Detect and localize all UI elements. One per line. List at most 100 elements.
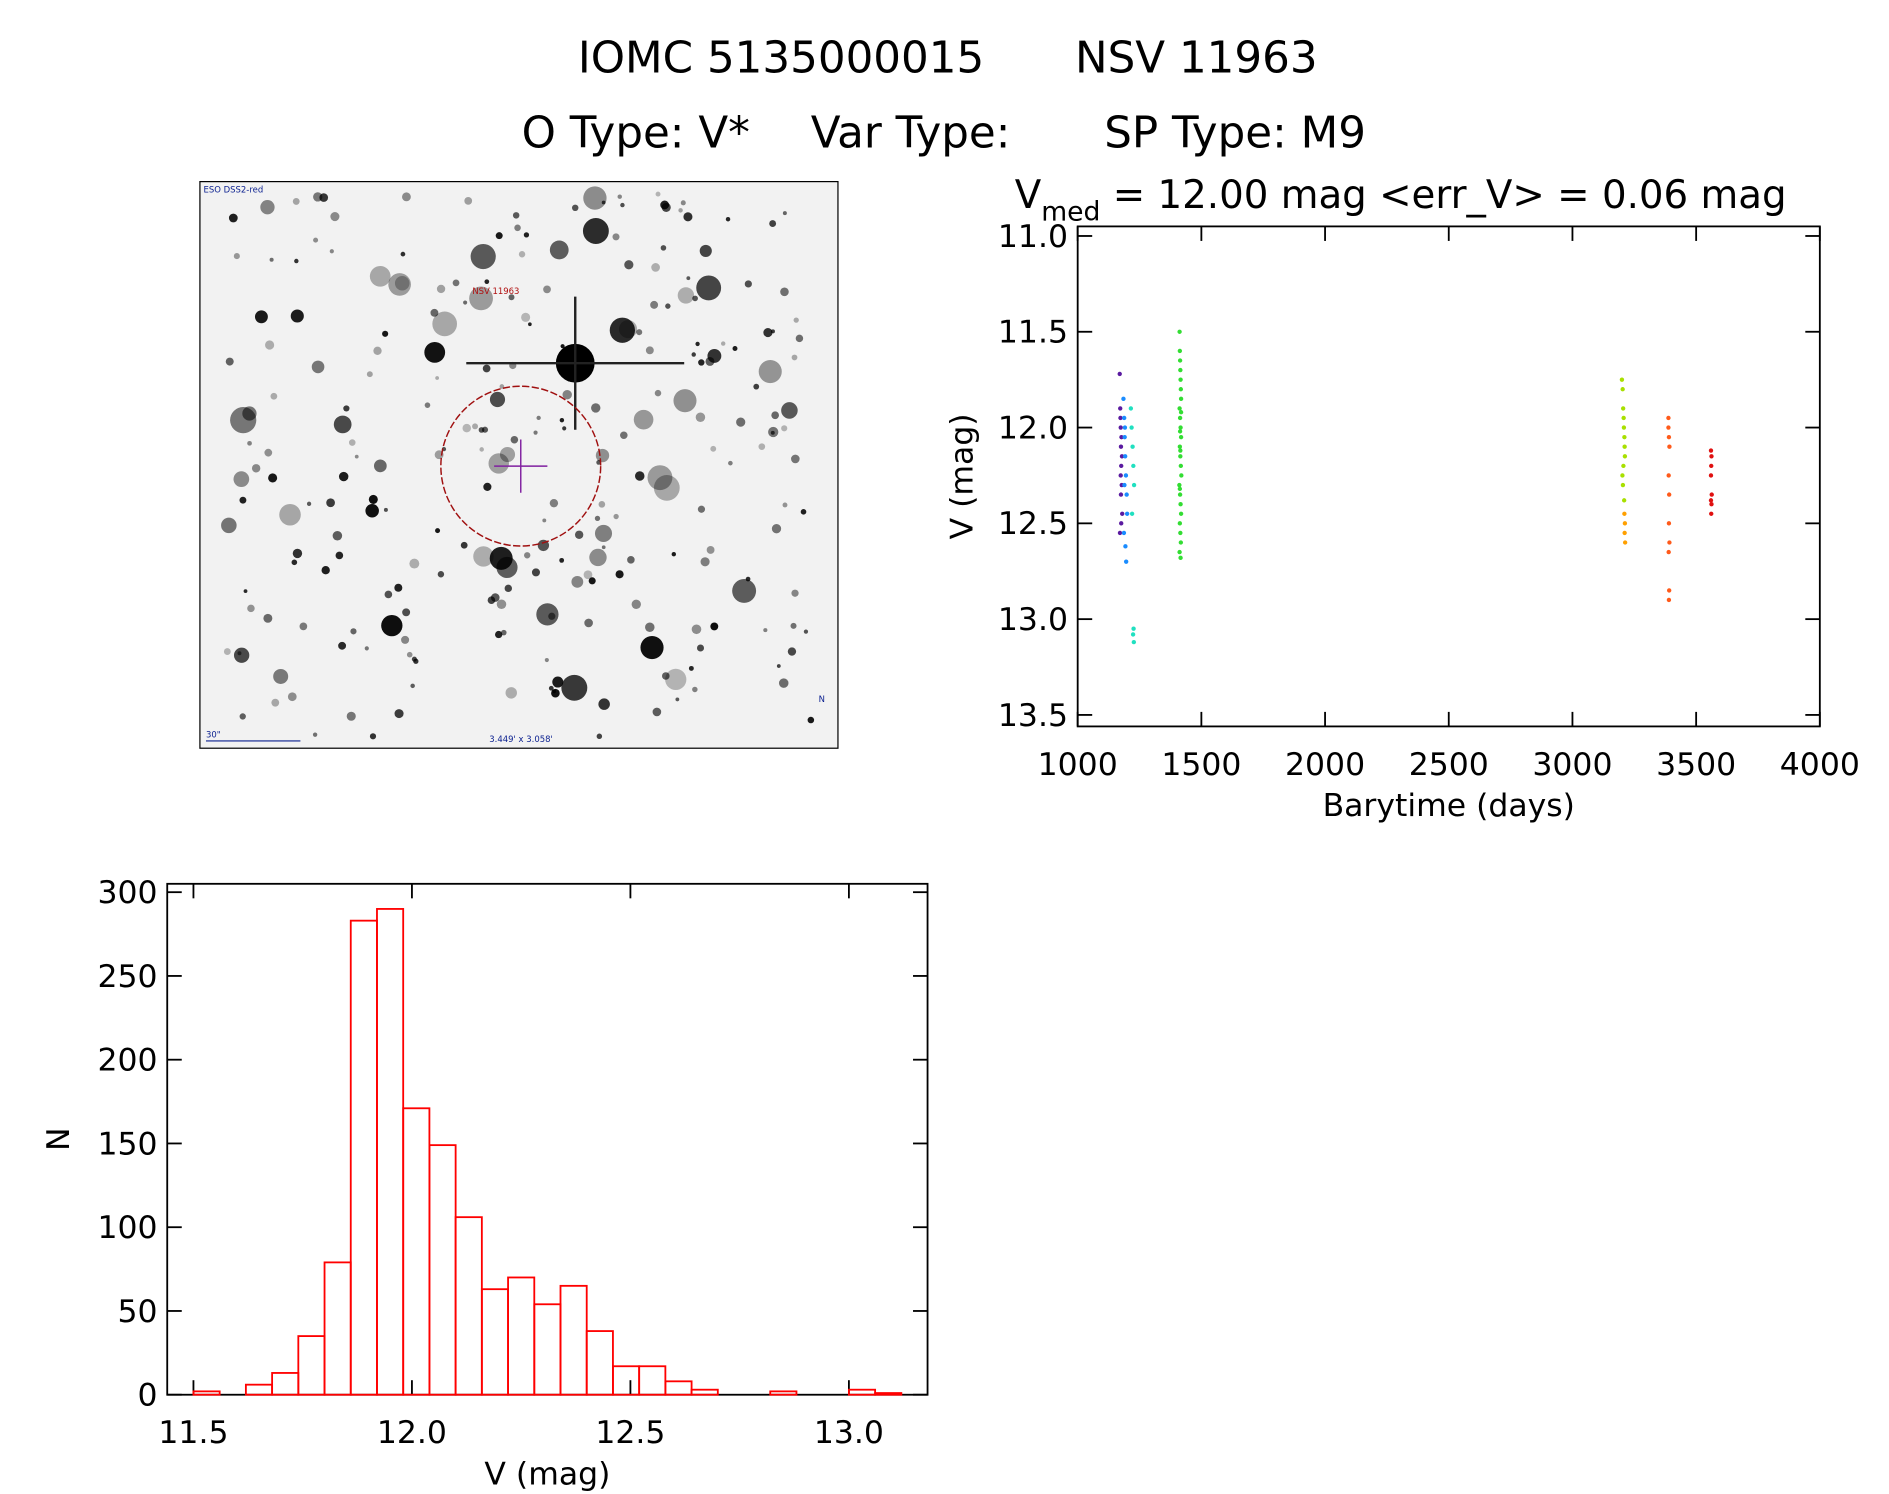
data-point [1124,492,1129,497]
star [635,471,645,481]
star [269,257,274,262]
star [620,431,628,440]
y-tick-label: 11.0 [998,219,1068,255]
data-point [1178,454,1183,459]
star [601,200,606,205]
title-v: V [1015,173,1042,218]
data-point [1178,425,1183,430]
star [591,403,601,413]
star [613,513,619,520]
star [588,577,596,585]
hist-bar [769,1390,798,1396]
hist-bar [847,1388,877,1396]
star [697,505,706,513]
data-point [1178,448,1183,453]
star [771,411,779,420]
star [768,426,779,438]
data-point [1177,549,1182,555]
star [496,556,518,578]
data-point [1667,444,1672,449]
data-point [1122,454,1128,459]
star [583,186,607,210]
star [239,496,247,504]
x-tick-label: 4000 [1780,747,1860,783]
data-point [1117,530,1123,536]
star [770,329,775,334]
star [645,346,654,355]
data-point [1177,415,1183,421]
star [225,357,234,366]
star [326,498,335,508]
star [470,243,496,270]
data-point [1118,492,1124,497]
star [452,279,460,287]
star [562,389,572,400]
y-tick-label: 300 [97,875,157,911]
data-point [1178,463,1184,469]
data-point [1131,626,1136,631]
x-axis-label: V (mag) [484,1456,610,1492]
data-point [1130,632,1136,637]
data-point [1177,521,1183,526]
star [781,425,788,432]
star [791,354,798,361]
data-point [1178,377,1183,382]
data-point [1120,511,1125,516]
star [691,624,702,635]
star [800,509,807,515]
star [594,524,613,542]
hist-bar [874,1392,903,1396]
star [481,426,489,433]
data-point [1131,463,1136,469]
data-point [1118,425,1123,430]
star [706,546,715,554]
data-point [1119,434,1124,440]
star [671,552,676,557]
y-tick-label: 200 [97,1043,157,1079]
star [510,435,519,444]
data-point [1178,540,1184,545]
star [560,344,565,349]
star [264,448,273,457]
star [552,676,564,688]
star [698,359,705,366]
star [574,530,584,539]
star [338,471,349,482]
star [582,218,609,244]
star [753,383,760,390]
star [292,197,300,205]
star [791,454,800,464]
star [518,251,526,258]
star [247,440,252,446]
star [260,200,275,215]
data-point [1123,473,1129,478]
data-point [1666,597,1672,603]
star [686,276,691,281]
star [368,494,378,504]
x-tick-label: 3000 [1532,747,1612,783]
star [710,445,717,452]
star [617,194,622,199]
data-point [1622,530,1627,536]
hist-bar [480,1288,509,1396]
star [596,733,603,740]
star [675,697,680,702]
star [463,300,468,305]
hist-bar [690,1388,719,1396]
star [680,200,686,206]
title-sub: med [1041,196,1100,227]
data-point [1620,387,1625,392]
data-point [1178,502,1183,507]
star [299,622,308,631]
star [536,415,541,421]
y-tick-label: 100 [97,1210,157,1246]
y-tick-label: 50 [118,1294,158,1330]
star [562,426,567,431]
star [265,340,275,350]
data-point [1177,429,1183,434]
star [424,341,446,363]
data-point [1123,559,1129,564]
star [366,371,373,378]
star [696,275,722,301]
